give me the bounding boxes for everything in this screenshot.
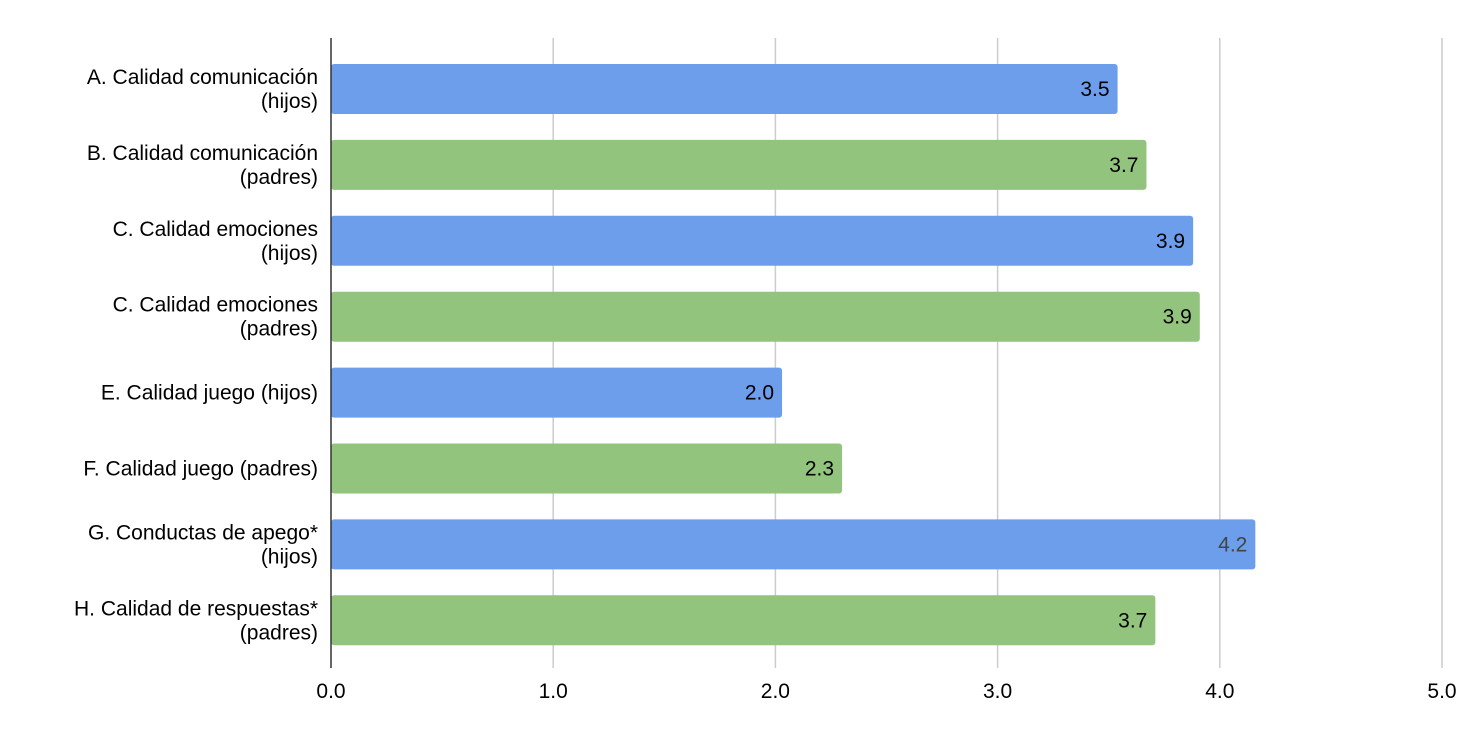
bar	[331, 367, 783, 418]
category-label: (padres)	[240, 621, 318, 644]
data-label: 2.0	[745, 382, 774, 405]
bar	[331, 139, 1147, 190]
data-label: 3.5	[1080, 78, 1109, 101]
data-label: 4.2	[1218, 533, 1247, 556]
category-label: (hijos)	[261, 545, 318, 568]
gridlines	[552, 38, 1443, 668]
category-label: (hijos)	[261, 90, 318, 113]
category-label: C. Calidad emociones	[113, 218, 318, 241]
bar	[331, 595, 1156, 646]
labels: 0.0 1.0 2.0 3.0 4.0 5.0 3.5 A. Calidad comunica…	[74, 66, 1457, 703]
category-label: H. Calidad de respuestas*	[74, 597, 318, 620]
category-label: B. Calidad comunicación	[87, 142, 318, 165]
x-tick-label: 0.0	[316, 680, 345, 703]
data-label: 3.7	[1118, 609, 1147, 632]
bar	[331, 64, 1118, 114]
bar	[331, 443, 843, 494]
category-label: C. Calidad emociones	[113, 294, 318, 317]
bar	[331, 519, 1256, 570]
x-tick-label: 4.0	[1205, 680, 1234, 703]
data-label: 3.9	[1156, 230, 1185, 253]
x-tick-label: 2.0	[761, 680, 790, 703]
category-label: E. Calidad juego (hijos)	[101, 382, 318, 405]
data-label: 3.9	[1163, 306, 1192, 329]
x-tick-label: 1.0	[539, 680, 568, 703]
category-label: F. Calidad juego (padres)	[83, 458, 318, 481]
data-label: 3.7	[1109, 154, 1138, 177]
category-label: (padres)	[240, 318, 318, 341]
x-tick-label: 3.0	[983, 680, 1012, 703]
category-label: (padres)	[240, 166, 318, 189]
category-label: (hijos)	[261, 242, 318, 265]
bar	[331, 291, 1200, 342]
category-label: G. Conductas de apego*	[88, 521, 318, 544]
x-tick-label: 5.0	[1427, 680, 1456, 703]
data-label: 2.3	[805, 458, 834, 481]
category-label: A. Calidad comunicación	[87, 66, 318, 89]
bar	[331, 215, 1194, 266]
bars	[331, 64, 1256, 646]
